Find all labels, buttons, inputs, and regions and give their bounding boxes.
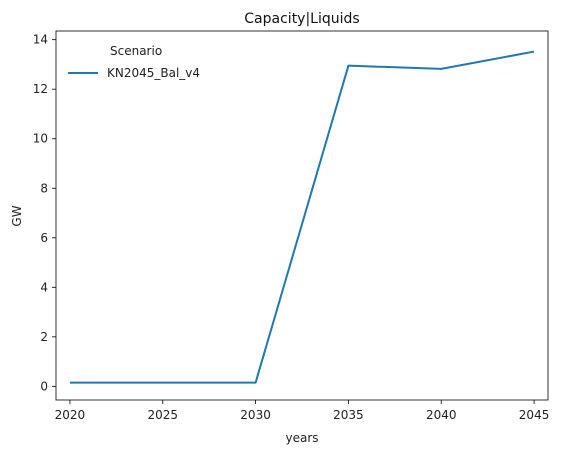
y-tick-label: 4 bbox=[40, 280, 48, 294]
x-tick-label: 2035 bbox=[333, 408, 364, 422]
legend: Scenario KN2045_Bal_v4 bbox=[68, 44, 200, 80]
plot-frame bbox=[55, 30, 549, 401]
plot-area bbox=[55, 30, 549, 401]
x-axis-label: years bbox=[285, 431, 318, 445]
y-axis-label: GW bbox=[10, 205, 24, 226]
y-tick-label: 6 bbox=[40, 231, 48, 245]
y-axis: 0 2 4 6 8 10 12 14 bbox=[33, 33, 56, 393]
x-tick-label: 2025 bbox=[147, 408, 178, 422]
x-tick-label: 2045 bbox=[519, 408, 550, 422]
y-tick-label: 2 bbox=[40, 330, 48, 344]
y-tick-label: 0 bbox=[40, 379, 48, 393]
x-tick-label: 2040 bbox=[426, 408, 457, 422]
legend-title: Scenario bbox=[110, 44, 162, 58]
x-axis: 2020 2025 2030 2035 2040 2045 bbox=[55, 400, 550, 422]
y-tick-label: 10 bbox=[33, 132, 48, 146]
y-tick-label: 14 bbox=[33, 33, 48, 47]
series-layer bbox=[69, 50, 535, 384]
y-tick-label: 12 bbox=[33, 82, 48, 96]
series-line-kn2045-bal-v4 bbox=[69, 50, 535, 384]
legend-entry-label: KN2045_Bal_v4 bbox=[107, 66, 200, 80]
y-tick-label: 8 bbox=[40, 181, 48, 195]
x-tick-label: 2030 bbox=[240, 408, 271, 422]
x-tick-label: 2020 bbox=[55, 408, 86, 422]
chart-title: Capacity|Liquids bbox=[244, 11, 359, 27]
